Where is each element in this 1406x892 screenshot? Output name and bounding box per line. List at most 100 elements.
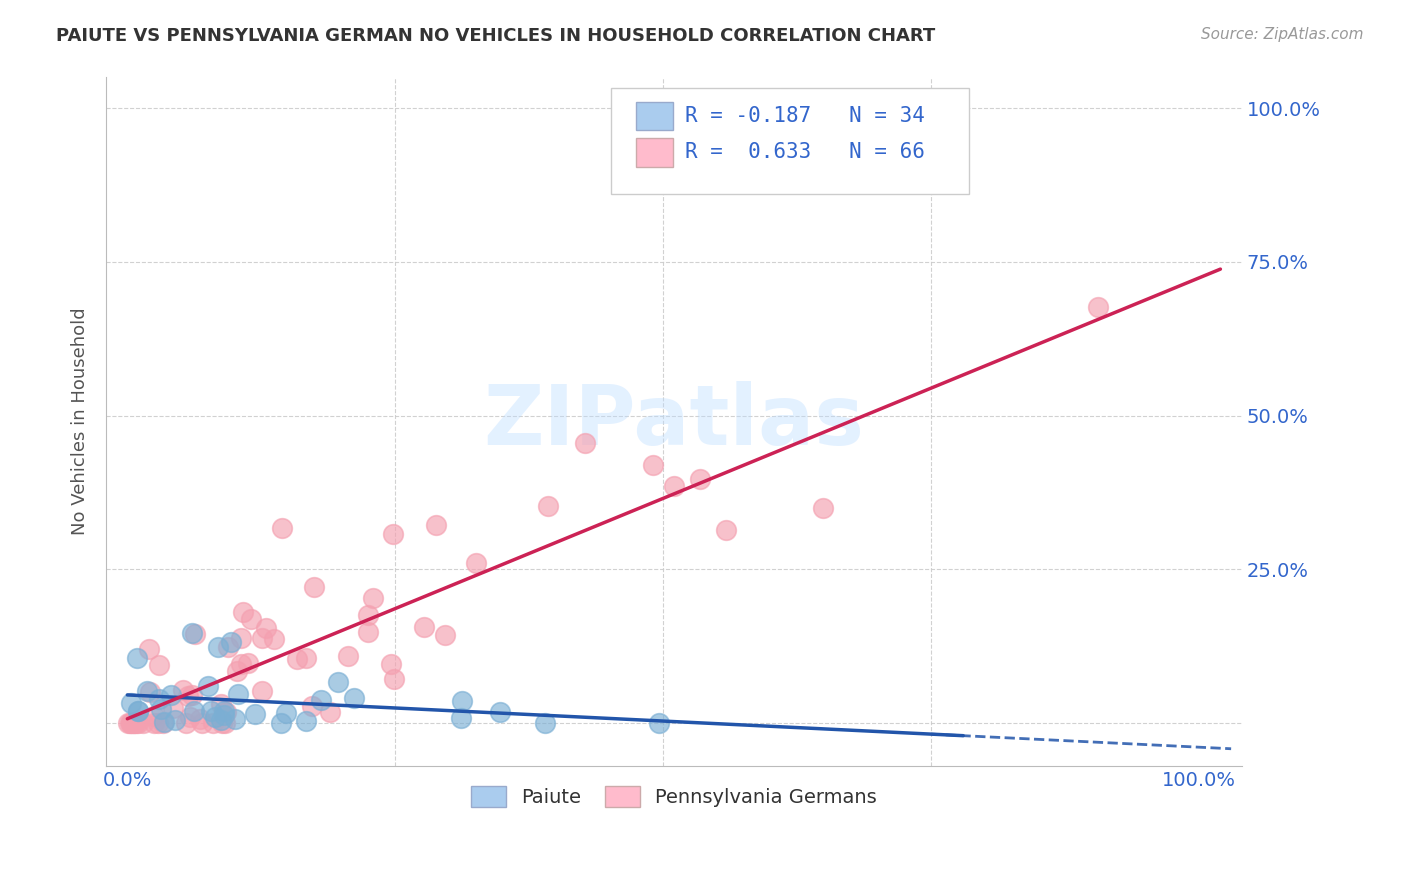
- Point: [252, 684, 274, 698]
- Point: [146, 715, 169, 730]
- Point: [224, 712, 246, 726]
- Text: R =  0.633   N = 66: R = 0.633 N = 66: [685, 143, 925, 162]
- Point: [132, 715, 155, 730]
- Point: [271, 521, 294, 535]
- Point: [219, 634, 242, 648]
- Point: [337, 649, 360, 664]
- Point: [450, 711, 472, 725]
- Point: [120, 696, 142, 710]
- Point: [163, 713, 186, 727]
- Point: [361, 591, 384, 606]
- Point: [231, 631, 253, 645]
- Point: [215, 705, 238, 719]
- Point: [382, 527, 405, 541]
- Point: [217, 640, 239, 654]
- Point: [181, 689, 204, 703]
- Point: [125, 650, 148, 665]
- Point: [1087, 300, 1109, 314]
- FancyBboxPatch shape: [637, 138, 672, 167]
- Point: [250, 632, 273, 646]
- FancyBboxPatch shape: [637, 102, 672, 130]
- Point: [309, 693, 332, 707]
- Point: [190, 715, 212, 730]
- Point: [152, 715, 174, 730]
- Point: [125, 715, 148, 730]
- Point: [181, 626, 204, 640]
- Point: [188, 712, 211, 726]
- Point: [382, 672, 405, 686]
- Point: [328, 675, 350, 690]
- Point: [664, 479, 686, 493]
- Point: [162, 700, 184, 714]
- Point: [274, 706, 297, 720]
- Point: [270, 715, 292, 730]
- Text: PAIUTE VS PENNSYLVANIA GERMAN NO VEHICLES IN HOUSEHOLD CORRELATION CHART: PAIUTE VS PENNSYLVANIA GERMAN NO VEHICLE…: [56, 27, 935, 45]
- Point: [201, 715, 224, 730]
- Point: [160, 688, 183, 702]
- Point: [122, 715, 145, 730]
- Point: [212, 704, 235, 718]
- Legend: Paiute, Pennsylvania Germans: Paiute, Pennsylvania Germans: [463, 778, 884, 814]
- Text: ZIPatlas: ZIPatlas: [484, 381, 865, 462]
- Point: [120, 715, 142, 730]
- Point: [148, 658, 170, 673]
- Point: [319, 705, 342, 719]
- Point: [148, 692, 170, 706]
- Point: [714, 523, 737, 537]
- Point: [184, 627, 207, 641]
- Point: [209, 713, 232, 727]
- Point: [142, 709, 165, 723]
- Point: [229, 657, 252, 672]
- Point: [183, 704, 205, 718]
- Point: [127, 715, 149, 730]
- Point: [214, 715, 236, 730]
- Text: Source: ZipAtlas.com: Source: ZipAtlas.com: [1201, 27, 1364, 42]
- Point: [295, 714, 318, 728]
- Point: [232, 605, 254, 619]
- Point: [295, 650, 318, 665]
- Point: [243, 706, 266, 721]
- Point: [204, 709, 226, 723]
- Point: [380, 657, 402, 672]
- Point: [118, 715, 141, 730]
- Point: [343, 691, 366, 706]
- Point: [811, 501, 834, 516]
- Point: [139, 684, 162, 698]
- Point: [197, 679, 219, 693]
- Point: [226, 687, 249, 701]
- Point: [238, 657, 260, 671]
- Text: R = -0.187   N = 34: R = -0.187 N = 34: [685, 106, 925, 126]
- Point: [117, 715, 139, 730]
- Point: [179, 710, 201, 724]
- Point: [689, 472, 711, 486]
- Point: [534, 715, 557, 730]
- Point: [574, 436, 596, 450]
- Point: [648, 715, 671, 730]
- Point: [357, 625, 380, 640]
- Point: [433, 628, 456, 642]
- Point: [153, 714, 176, 729]
- Point: [176, 715, 198, 730]
- Point: [149, 702, 172, 716]
- Point: [240, 612, 263, 626]
- Point: [263, 632, 285, 646]
- Point: [489, 705, 512, 719]
- Point: [122, 715, 145, 730]
- Point: [127, 704, 149, 718]
- Point: [138, 642, 160, 657]
- Point: [225, 665, 247, 679]
- Point: [200, 704, 222, 718]
- Point: [451, 694, 474, 708]
- Point: [207, 640, 229, 654]
- Point: [172, 682, 194, 697]
- FancyBboxPatch shape: [612, 87, 969, 194]
- Point: [136, 683, 159, 698]
- Point: [356, 608, 378, 623]
- Point: [301, 698, 323, 713]
- Point: [127, 704, 149, 718]
- Point: [211, 715, 233, 730]
- Point: [304, 580, 326, 594]
- Point: [209, 698, 232, 712]
- Y-axis label: No Vehicles in Household: No Vehicles in Household: [72, 308, 89, 535]
- Point: [177, 689, 200, 703]
